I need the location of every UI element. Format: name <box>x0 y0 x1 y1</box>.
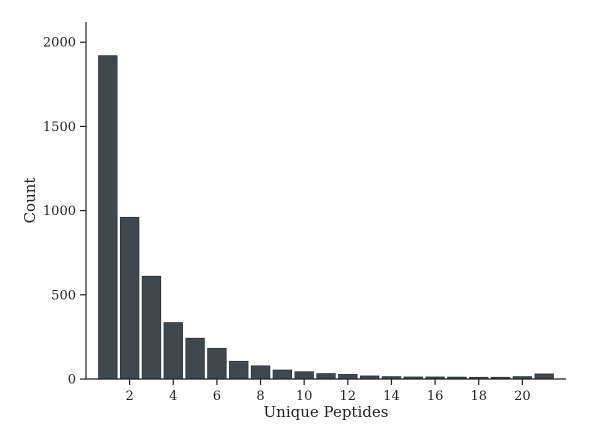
x-tick-label: 4 <box>169 389 177 404</box>
x-tick-label: 8 <box>256 389 264 404</box>
x-tick-label: 2 <box>125 389 133 404</box>
y-tick-label: 500 <box>51 288 76 303</box>
x-tick-label: 14 <box>383 389 400 404</box>
bar-7 <box>229 360 249 380</box>
bar-1 <box>98 55 118 380</box>
x-tick-label: 20 <box>514 389 531 404</box>
bar-6 <box>207 347 227 380</box>
x-tick-label: 6 <box>213 389 221 404</box>
x-axis-title: Unique Peptides <box>264 403 389 421</box>
bar-12 <box>338 374 358 380</box>
bar-11 <box>316 373 336 380</box>
x-tick-label: 16 <box>427 389 444 404</box>
y-axis: 0 500 1000 1500 2000 <box>43 22 87 388</box>
bar-4 <box>163 322 183 380</box>
x-axis: 2 4 6 8 10 12 14 16 18 20 <box>86 378 566 404</box>
bar-10 <box>294 371 314 380</box>
x-tick-label: 12 <box>340 389 357 404</box>
x-tick-label: 10 <box>296 389 313 404</box>
x-tick-label: 18 <box>470 389 487 404</box>
y-tick-label: 1000 <box>43 204 76 219</box>
y-tick-label: 2000 <box>43 36 76 51</box>
bar-5 <box>185 337 205 380</box>
bars-group <box>98 55 554 380</box>
bar-9 <box>272 369 293 380</box>
bar-3 <box>141 275 162 380</box>
bar-2 <box>119 216 140 380</box>
bar-8 <box>250 365 271 380</box>
bar-21 <box>534 373 554 380</box>
y-tick-label: 1500 <box>43 120 76 135</box>
y-tick-label: 0 <box>68 373 76 388</box>
y-axis-title: Count <box>21 178 39 224</box>
